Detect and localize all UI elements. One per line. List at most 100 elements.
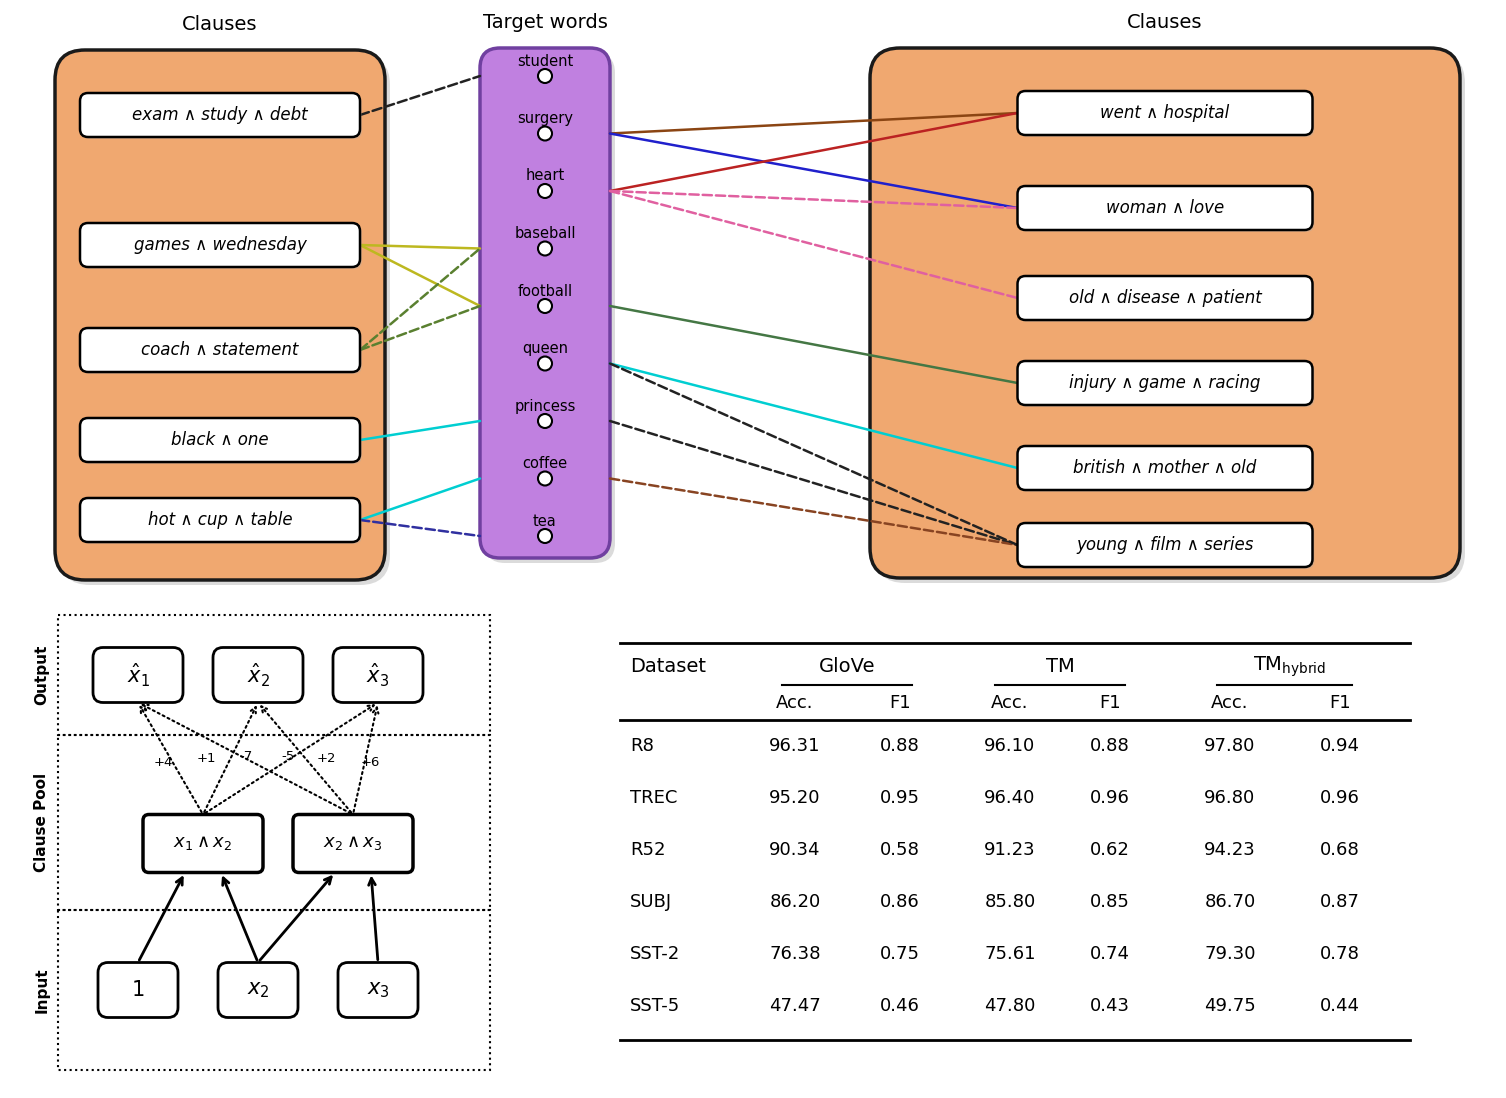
- Text: $\hat{x}_3$: $\hat{x}_3$: [366, 661, 390, 688]
- Text: F1: F1: [1099, 694, 1120, 712]
- Text: 0.78: 0.78: [1321, 945, 1360, 963]
- Text: Input: Input: [35, 967, 50, 1012]
- Text: 0.75: 0.75: [880, 945, 920, 963]
- Text: heart: heart: [526, 168, 565, 183]
- Text: 0.94: 0.94: [1319, 737, 1360, 755]
- Text: woman ∧ love: woman ∧ love: [1105, 199, 1224, 217]
- FancyBboxPatch shape: [480, 48, 610, 558]
- Bar: [59, 735, 489, 910]
- Text: Output: Output: [35, 645, 50, 705]
- Text: +1: +1: [196, 752, 215, 765]
- FancyBboxPatch shape: [81, 225, 361, 269]
- Text: 86.20: 86.20: [770, 893, 821, 911]
- FancyBboxPatch shape: [1020, 363, 1315, 407]
- FancyBboxPatch shape: [81, 330, 361, 374]
- Text: Target words: Target words: [482, 13, 607, 33]
- Text: GloVe: GloVe: [819, 658, 876, 676]
- Text: 76.38: 76.38: [770, 945, 821, 963]
- Text: F1: F1: [1330, 694, 1351, 712]
- Text: Acc.: Acc.: [776, 694, 813, 712]
- Text: injury ∧ game ∧ racing: injury ∧ game ∧ racing: [1069, 374, 1261, 392]
- Text: young ∧ film ∧ series: young ∧ film ∧ series: [1077, 536, 1253, 554]
- Text: -5: -5: [282, 751, 295, 763]
- Text: went ∧ hospital: went ∧ hospital: [1101, 104, 1229, 122]
- FancyBboxPatch shape: [80, 418, 360, 462]
- Text: TM: TM: [1045, 658, 1074, 676]
- FancyBboxPatch shape: [81, 96, 361, 139]
- Text: 47.47: 47.47: [770, 997, 821, 1015]
- Text: british ∧ mother ∧ old: british ∧ mother ∧ old: [1074, 459, 1256, 477]
- Text: $x_1 \wedge x_2$: $x_1 \wedge x_2$: [173, 834, 232, 852]
- FancyBboxPatch shape: [1018, 91, 1313, 135]
- Text: 86.70: 86.70: [1205, 893, 1256, 911]
- FancyBboxPatch shape: [1018, 361, 1313, 405]
- FancyBboxPatch shape: [93, 648, 184, 703]
- Text: 0.96: 0.96: [1090, 789, 1130, 807]
- Text: 0.95: 0.95: [880, 789, 920, 807]
- Text: Acc.: Acc.: [991, 694, 1029, 712]
- Text: 90.34: 90.34: [770, 841, 821, 859]
- Text: 91.23: 91.23: [985, 841, 1036, 859]
- Circle shape: [538, 126, 553, 141]
- FancyBboxPatch shape: [81, 500, 361, 544]
- Text: TREC: TREC: [630, 789, 678, 807]
- Circle shape: [538, 69, 553, 83]
- Text: $\hat{x}_2$: $\hat{x}_2$: [247, 661, 270, 688]
- FancyBboxPatch shape: [143, 815, 264, 873]
- Circle shape: [538, 471, 553, 485]
- FancyBboxPatch shape: [1020, 188, 1315, 232]
- Text: Clause Pool: Clause Pool: [35, 773, 50, 872]
- Text: 0.62: 0.62: [1090, 841, 1130, 859]
- FancyBboxPatch shape: [1018, 446, 1313, 490]
- Text: TM$_{\mathregular{hybrid}}$: TM$_{\mathregular{hybrid}}$: [1253, 654, 1327, 680]
- FancyBboxPatch shape: [1018, 186, 1313, 229]
- Text: 96.80: 96.80: [1205, 789, 1256, 807]
- Circle shape: [538, 357, 553, 370]
- Text: $x_2 \wedge x_3$: $x_2 \wedge x_3$: [324, 834, 383, 852]
- Text: R52: R52: [630, 841, 666, 859]
- Text: SST-5: SST-5: [630, 997, 681, 1015]
- FancyBboxPatch shape: [337, 963, 419, 1018]
- Text: 0.88: 0.88: [880, 737, 920, 755]
- Text: 49.75: 49.75: [1205, 997, 1256, 1015]
- Text: 47.80: 47.80: [985, 997, 1036, 1015]
- FancyBboxPatch shape: [80, 328, 360, 372]
- FancyBboxPatch shape: [1020, 448, 1315, 492]
- FancyBboxPatch shape: [218, 963, 298, 1018]
- Text: 96.10: 96.10: [985, 737, 1036, 755]
- Text: 0.85: 0.85: [1090, 893, 1130, 911]
- FancyBboxPatch shape: [1020, 93, 1315, 137]
- Text: princess: princess: [515, 399, 575, 414]
- FancyBboxPatch shape: [1020, 525, 1315, 569]
- Text: 0.43: 0.43: [1090, 997, 1130, 1015]
- Text: 0.68: 0.68: [1321, 841, 1360, 859]
- FancyBboxPatch shape: [1020, 278, 1315, 322]
- Text: 0.44: 0.44: [1319, 997, 1360, 1015]
- Text: black ∧ one: black ∧ one: [172, 432, 268, 449]
- Text: -7: -7: [239, 751, 253, 763]
- FancyBboxPatch shape: [60, 55, 390, 585]
- Text: exam ∧ study ∧ debt: exam ∧ study ∧ debt: [133, 107, 307, 124]
- Circle shape: [538, 414, 553, 428]
- Text: 94.23: 94.23: [1205, 841, 1256, 859]
- Circle shape: [538, 242, 553, 256]
- Text: 79.30: 79.30: [1205, 945, 1256, 963]
- Text: hot ∧ cup ∧ table: hot ∧ cup ∧ table: [148, 511, 292, 529]
- Text: 95.20: 95.20: [770, 789, 821, 807]
- FancyBboxPatch shape: [1018, 276, 1313, 320]
- Text: tea: tea: [533, 514, 557, 528]
- Circle shape: [538, 299, 553, 313]
- Text: 0.58: 0.58: [880, 841, 920, 859]
- Text: SUBJ: SUBJ: [630, 893, 672, 911]
- Text: $1$: $1$: [131, 981, 145, 1000]
- FancyBboxPatch shape: [80, 498, 360, 542]
- Text: 0.86: 0.86: [880, 893, 920, 911]
- Text: 96.40: 96.40: [985, 789, 1036, 807]
- Text: +4: +4: [154, 757, 173, 770]
- FancyBboxPatch shape: [875, 53, 1465, 583]
- Text: student: student: [517, 54, 574, 68]
- Text: R8: R8: [630, 737, 654, 755]
- Text: old ∧ disease ∧ patient: old ∧ disease ∧ patient: [1069, 289, 1262, 307]
- Text: +2: +2: [316, 752, 336, 765]
- Text: 85.80: 85.80: [985, 893, 1036, 911]
